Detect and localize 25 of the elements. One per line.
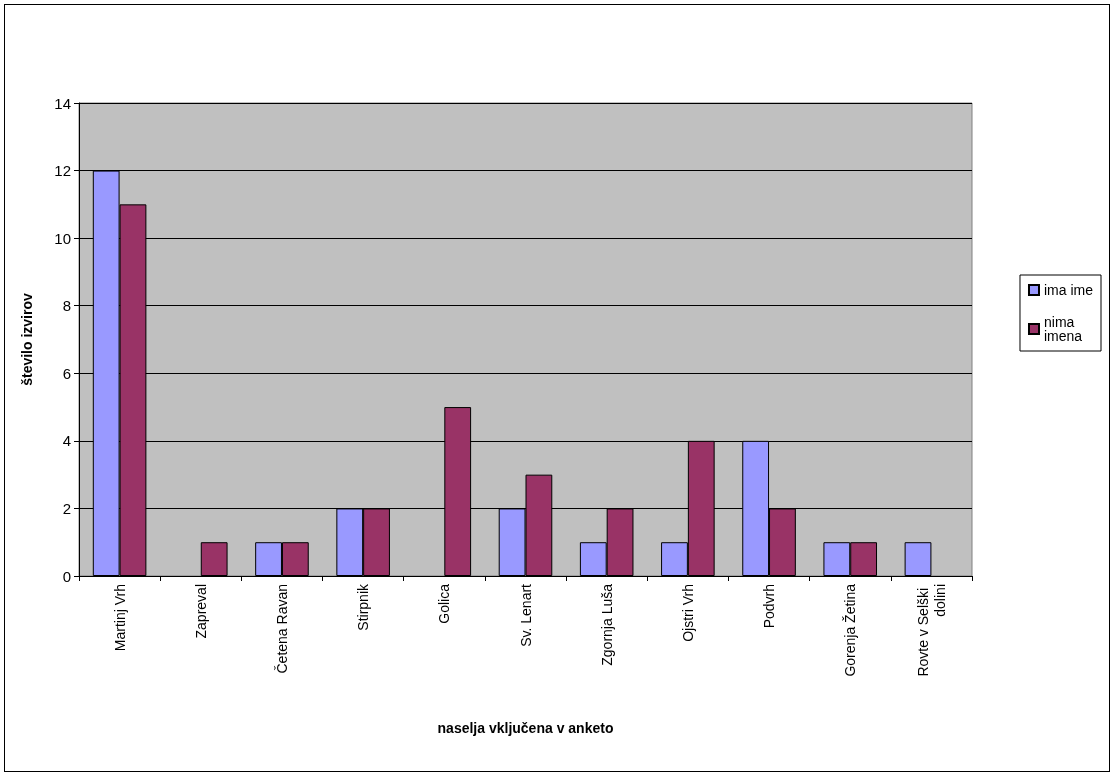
legend-label: ima ime [1043,282,1094,298]
x-tick-label: Rovte v Selški dolini [914,584,948,677]
x-tick-label: Sv. Lenart [517,583,534,647]
x-tick-label: Gorenja Žetina [842,583,859,677]
x-tick-label: Ojstri Vrh [679,584,696,642]
y-tick-label: 4 [62,432,71,450]
y-tick-label: 10 [54,229,71,247]
y-tick-label: 8 [62,297,71,315]
y-tick-label: 14 [54,94,71,112]
y-tick-label: 6 [62,364,71,382]
x-tick-label: Podvrh [761,584,778,629]
x-tick-label: Golica [436,583,453,624]
x-tick-label: Martinj Vrh [111,584,128,652]
x-axis-title: naselja vključena v anketo [437,720,614,736]
y-tick-label: 0 [62,567,71,585]
y-tick-label: 12 [54,162,71,180]
bar [200,542,228,576]
bar [904,542,932,576]
y-tick-label: 2 [62,499,71,517]
x-tick-label: Zapreval [192,584,209,639]
x-tick-label: Stirpnik [355,583,372,631]
x-tick-label: Četena Ravan [273,584,290,674]
y-axis-title: število izvirov [19,292,35,386]
legend-label: nima imena [1043,314,1083,344]
x-tick-label: Zgornja Luša [598,583,615,666]
